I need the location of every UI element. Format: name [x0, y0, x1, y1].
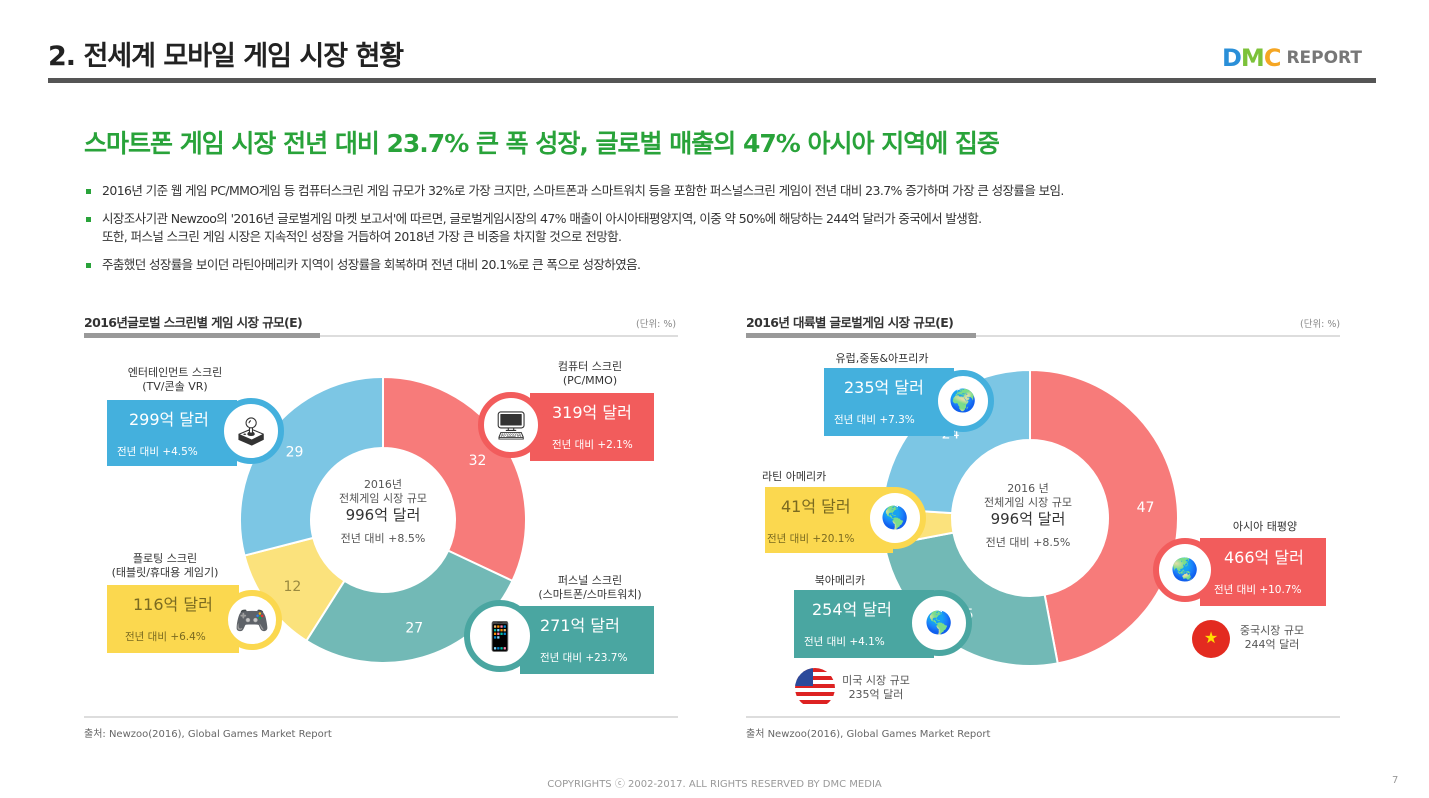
- headline: 스마트폰 게임 시장 전년 대비 23.7% 큰 폭 성장, 글로벌 매출의 4…: [84, 129, 1000, 158]
- north-america-map-icon: 🌎: [906, 590, 972, 656]
- page-number: 7: [1392, 775, 1399, 786]
- center-label: 전체게임 시장 규모: [984, 496, 1072, 509]
- game-console-icon: 🕹: [218, 398, 284, 464]
- bullet-list: 2016년 기준 웹 게임 PC/MMO게임 등 컴퓨터스크린 게임 규모가 3…: [86, 182, 1386, 284]
- europe-map-icon: 🌍: [932, 370, 994, 432]
- growth: 전년 대비 +4.5%: [117, 446, 198, 458]
- divider: [746, 333, 976, 338]
- bullet-item: 2016년 기준 웹 게임 PC/MMO게임 등 컴퓨터스크린 게임 규모가 3…: [86, 182, 1386, 200]
- growth: 전년 대비 +4.1%: [804, 636, 885, 648]
- china-market-note: 중국시장 규모 244억 달러: [1232, 624, 1312, 652]
- slice-label: 12: [283, 579, 301, 595]
- callout-label-asia: 아시아 태평양: [1232, 520, 1298, 533]
- copyright: COPYRIGHTS ⓒ 2002-2017. ALL RIGHTS RESER…: [547, 779, 882, 790]
- divider: [84, 333, 320, 338]
- amount: 466억 달러: [1224, 548, 1304, 567]
- label-sub: (스마트폰/스마트워치): [538, 588, 642, 601]
- growth: 전년 대비 +7.3%: [834, 414, 915, 426]
- label-sub: (TV/콘솔 VR): [142, 380, 208, 393]
- callout-label-europe: 유럽,중동&아프리카: [835, 352, 929, 365]
- center-year: 2016년: [363, 478, 403, 491]
- divider: [84, 335, 678, 337]
- growth: 전년 대비 +23.7%: [540, 652, 628, 664]
- slice-label: 32: [469, 453, 487, 469]
- chart2-source: 출처 Newzoo(2016), Global Games Market Rep…: [746, 729, 991, 740]
- donut-hole: [952, 440, 1108, 596]
- callout-label-entertainment: 엔터테인먼트 스크린 (TV/콘솔 VR): [105, 366, 245, 394]
- label-name: 퍼스널 스크린: [557, 574, 623, 587]
- bullet-text: 시장조사기관 Newzoo의 '2016년 글로벌게임 마켓 보고서'에 따르면…: [102, 211, 982, 226]
- chart1-center: 2016년 전체게임 시장 규모 996억 달러 전년 대비 +8.5%: [313, 478, 453, 546]
- computer-icon: 🖥: [478, 392, 544, 458]
- divider: [746, 335, 1340, 337]
- amount: 41억 달러: [781, 497, 851, 516]
- bullet-item: 주춤했던 성장률을 보이던 라틴아메리카 지역이 성장률을 회복하며 전년 대비…: [86, 256, 1386, 274]
- label-sub: (태블릿/휴대용 게임기): [111, 566, 219, 579]
- amount: 254억 달러: [812, 600, 892, 619]
- bullet-text: 또한, 퍼스널 스크린 게임 시장은 지속적인 성장을 거듭하여 2018년 가…: [102, 229, 622, 244]
- divider: [746, 716, 1340, 718]
- latin-america-map-icon: 🌎: [864, 487, 926, 549]
- note-line: 중국시장 규모: [1239, 624, 1305, 637]
- us-flag-icon: [795, 668, 835, 708]
- chart1-unit: (단위: %): [636, 319, 677, 330]
- smartphone-icon: 📱: [464, 600, 536, 672]
- amount: 299억 달러: [129, 410, 209, 429]
- center-year: 2016 년: [1007, 482, 1049, 495]
- handheld-console-icon: 🎮: [222, 590, 282, 650]
- amount: 116억 달러: [133, 595, 213, 614]
- donut-hole: [311, 448, 455, 592]
- chart1-source: 출처: Newzoo(2016), Global Games Market Re…: [84, 729, 332, 740]
- china-flag-icon: ★: [1192, 620, 1230, 658]
- growth: 전년 대비 +10.7%: [1214, 584, 1302, 596]
- label-name: 엔터테인먼트 스크린: [127, 366, 223, 379]
- chart1-title: 2016년글로벌 스크린별 게임 시장 규모(E): [84, 315, 303, 330]
- center-growth: 전년 대비 +8.5%: [985, 536, 1071, 549]
- label-name: 컴퓨터 스크린: [557, 360, 623, 373]
- note-line: 244억 달러: [1244, 638, 1300, 651]
- asia-map-icon: 🌏: [1153, 538, 1217, 602]
- slice-label: 27: [405, 621, 423, 637]
- chart2-unit: (단위: %): [1300, 319, 1341, 330]
- slice-label: 29: [286, 444, 304, 460]
- chart2-title: 2016년 대륙별 글로벌게임 시장 규모(E): [746, 315, 954, 330]
- bullet-item: 시장조사기관 Newzoo의 '2016년 글로벌게임 마켓 보고서'에 따르면…: [86, 210, 1386, 246]
- center-total: 996억 달러: [990, 510, 1066, 528]
- callout-label-north-america: 북아메리카: [814, 574, 866, 587]
- callout-label-personal: 퍼스널 스크린 (스마트폰/스마트워치): [505, 574, 675, 602]
- growth: 전년 대비 +20.1%: [767, 533, 855, 545]
- note-line: 미국 시장 규모: [842, 674, 910, 687]
- center-growth: 전년 대비 +8.5%: [340, 532, 426, 545]
- logo-report-text: REPORT: [1286, 48, 1362, 68]
- us-market-note: 미국 시장 규모 235억 달러: [836, 674, 916, 702]
- label-sub: (PC/MMO): [562, 374, 618, 387]
- center-label: 전체게임 시장 규모: [339, 492, 427, 505]
- amount: 235억 달러: [844, 378, 924, 397]
- note-line: 235억 달러: [848, 688, 904, 701]
- growth: 전년 대비 +6.4%: [125, 631, 206, 643]
- slice-label: 47: [1137, 500, 1155, 516]
- amount: 271억 달러: [540, 616, 620, 635]
- amount: 319억 달러: [552, 403, 632, 422]
- label-name: 플로팅 스크린: [132, 552, 198, 565]
- divider: [84, 716, 678, 718]
- callout-label-computer: 컴퓨터 스크린 (PC/MMO): [510, 360, 670, 388]
- logo-mark: DMC: [1222, 44, 1281, 72]
- dmc-report-logo: DMC REPORT: [1222, 44, 1362, 72]
- center-total: 996억 달러: [345, 506, 421, 524]
- chart2-center: 2016 년 전체게임 시장 규모 996억 달러 전년 대비 +8.5%: [958, 482, 1098, 550]
- header-divider: [48, 78, 1376, 83]
- callout-label-floating: 플로팅 스크린 (태블릿/휴대용 게임기): [100, 552, 230, 580]
- callout-label-latin-america: 라틴 아메리카: [762, 470, 827, 483]
- growth: 전년 대비 +2.1%: [552, 439, 633, 451]
- page-title: 2. 전세계 모바일 게임 시장 현황: [48, 41, 404, 72]
